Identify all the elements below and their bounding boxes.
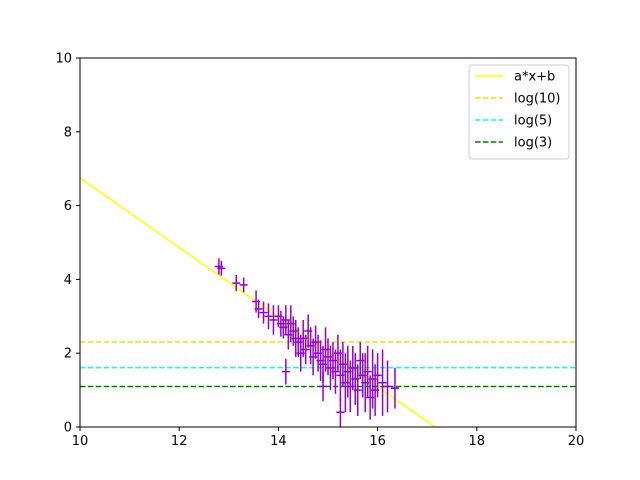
legend-box (468, 64, 570, 160)
errorbar-point (336, 397, 345, 427)
errorbar-point (319, 371, 328, 402)
errorbar-point (269, 305, 278, 335)
legend-label: log(5) (514, 114, 552, 129)
errorbar-point (217, 260, 226, 276)
x-tick-label: 14 (270, 434, 287, 449)
errorbar-point (264, 303, 273, 330)
errorbar-point (378, 349, 387, 416)
errorbar-point (390, 367, 399, 409)
y-tick-label: 2 (64, 347, 72, 362)
errorbar-point (254, 299, 263, 319)
y-tick-label: 10 (55, 52, 72, 67)
legend-label: a*x+b (514, 70, 555, 85)
series-0-line (80, 177, 436, 427)
errorbar-point (353, 364, 362, 416)
y-tick-label: 6 (64, 199, 72, 214)
errorbar-point (259, 301, 268, 324)
y-tick-label: 4 (64, 273, 72, 288)
x-tick-label: 18 (469, 434, 486, 449)
axes: 10 12 14 16 18 20 0 2 4 6 8 10 (55, 52, 584, 450)
errorbar-point (301, 334, 310, 365)
legend-label: log(10) (514, 92, 561, 107)
errorbar-point (363, 345, 372, 398)
errorbar-point (281, 358, 290, 385)
x-tick-label: 10 (72, 434, 89, 449)
x-tick-label: 20 (568, 434, 585, 449)
errorbar-point (232, 274, 241, 292)
x-tick-label: 16 (369, 434, 386, 449)
errorbar-point (383, 360, 392, 413)
errorbar-point (373, 353, 382, 398)
x-tick-label: 12 (171, 434, 188, 449)
axes-frame (79, 57, 577, 428)
y-tick-label: 8 (64, 125, 72, 140)
legend: a*x+b log(10) log(5) log(3) (468, 64, 570, 160)
plot-area (80, 177, 576, 427)
y-tick-label: 0 (64, 421, 72, 436)
errorbar-point (239, 277, 248, 293)
legend-label: log(3) (514, 136, 552, 151)
